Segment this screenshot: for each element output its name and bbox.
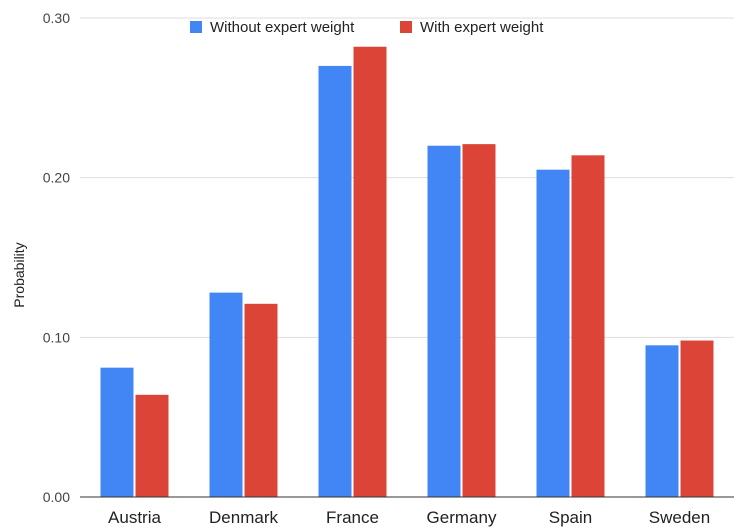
bar-sweden-series-2[interactable]: With expert weight — Sweden: 0.098 (680, 340, 714, 497)
y-tick-label: 0.30 (43, 10, 70, 26)
bar-spain-series-1[interactable]: Without expert weight — Spain: 0.205 (536, 169, 570, 497)
y-axis-title: Probability (11, 242, 27, 307)
gridlines (80, 17, 734, 338)
x-tick-label: Austria (108, 508, 161, 527)
legend-item-series-2[interactable]: With expert weight (400, 19, 544, 36)
legend-item-series-1[interactable]: Without expert weight (190, 19, 355, 36)
bar-germany-series-2[interactable]: With expert weight — Germany: 0.221 (462, 144, 496, 498)
bar-austria-series-1[interactable]: Without expert weight — Austria: 0.081 (100, 367, 134, 497)
bars: Without expert weight — Austria: 0.081Wi… (100, 46, 714, 498)
bar-france-series-1[interactable]: Without expert weight — France: 0.27 (318, 65, 352, 498)
x-tick-label: Spain (549, 508, 592, 527)
legend[interactable]: Without expert weight With expert weight (190, 19, 544, 36)
y-tick-label: 0.00 (43, 489, 70, 505)
x-tick-label: Germany (427, 508, 497, 527)
x-tick-label: Sweden (649, 508, 710, 527)
legend-label: Without expert weight (210, 19, 355, 36)
legend-label: With expert weight (420, 19, 544, 36)
x-tick-label: France (326, 508, 379, 527)
y-tick-label: 0.10 (43, 329, 70, 345)
bar-denmark-series-1[interactable]: Without expert weight — Denmark: 0.128 (209, 292, 243, 497)
bar-france-series-2[interactable]: With expert weight — France: 0.282 (353, 46, 387, 498)
legend-swatch (400, 21, 412, 33)
y-tick-label: 0.20 (43, 170, 70, 186)
bar-sweden-series-1[interactable]: Without expert weight — Sweden: 0.095 (645, 345, 679, 497)
x-axis-labels: Austria Denmark France Germany Spain Sweden (108, 508, 710, 527)
legend-swatch (190, 21, 202, 33)
x-tick-label: Denmark (209, 508, 278, 527)
bar-germany-series-1[interactable]: Without expert weight — Germany: 0.22 (427, 145, 461, 497)
bar-denmark-series-2[interactable]: With expert weight — Denmark: 0.121 (244, 303, 278, 497)
bar-austria-series-2[interactable]: With expert weight — Austria: 0.064 (135, 394, 169, 497)
bar-spain-series-2[interactable]: With expert weight — Spain: 0.214 (571, 155, 605, 497)
y-axis-ticks: 0.00 0.10 0.20 0.30 (43, 10, 70, 505)
